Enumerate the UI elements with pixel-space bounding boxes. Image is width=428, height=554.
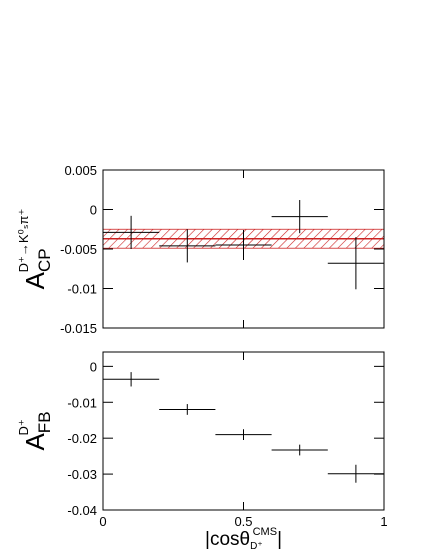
x-tick-label: 1 [380,514,387,529]
y-label-sup: D⁺→K⁰ₛπ⁺ [16,209,31,273]
y-label-main: A [20,433,50,451]
y-tick-label: 0.005 [64,163,97,178]
y-label-sub: CP [35,248,54,272]
y-tick-label: 0 [90,359,97,374]
y-tick-label: -0.005 [60,242,97,257]
y-tick-label: -0.04 [67,503,97,518]
x-label-main: |cosθ [205,529,250,550]
y-axis-label: ACP D⁺→K⁰ₛπ⁺ [16,209,54,290]
y-tick-label: -0.015 [60,321,97,336]
y-axis-label: AFBD⁺ [16,411,54,450]
y-tick-label: -0.01 [67,282,97,297]
x-label-end: | [277,529,282,550]
x-axis-label: |cosθD⁺ CMS| [205,526,282,552]
y-tick-label: 0 [90,203,97,218]
y-tick-label: -0.02 [67,431,97,446]
x-label-sup: CMS [253,526,277,538]
y-tick-label: -0.01 [67,395,97,410]
y-tick-label: -0.03 [67,467,97,482]
y-label-main: A [20,271,50,289]
x-tick-label: 0.5 [234,514,252,529]
y-label-sup: D⁺ [16,419,31,435]
x-tick-label: 0 [99,514,106,529]
y-label-sub: FB [35,411,54,433]
x-label-sub: D⁺ [250,541,263,552]
